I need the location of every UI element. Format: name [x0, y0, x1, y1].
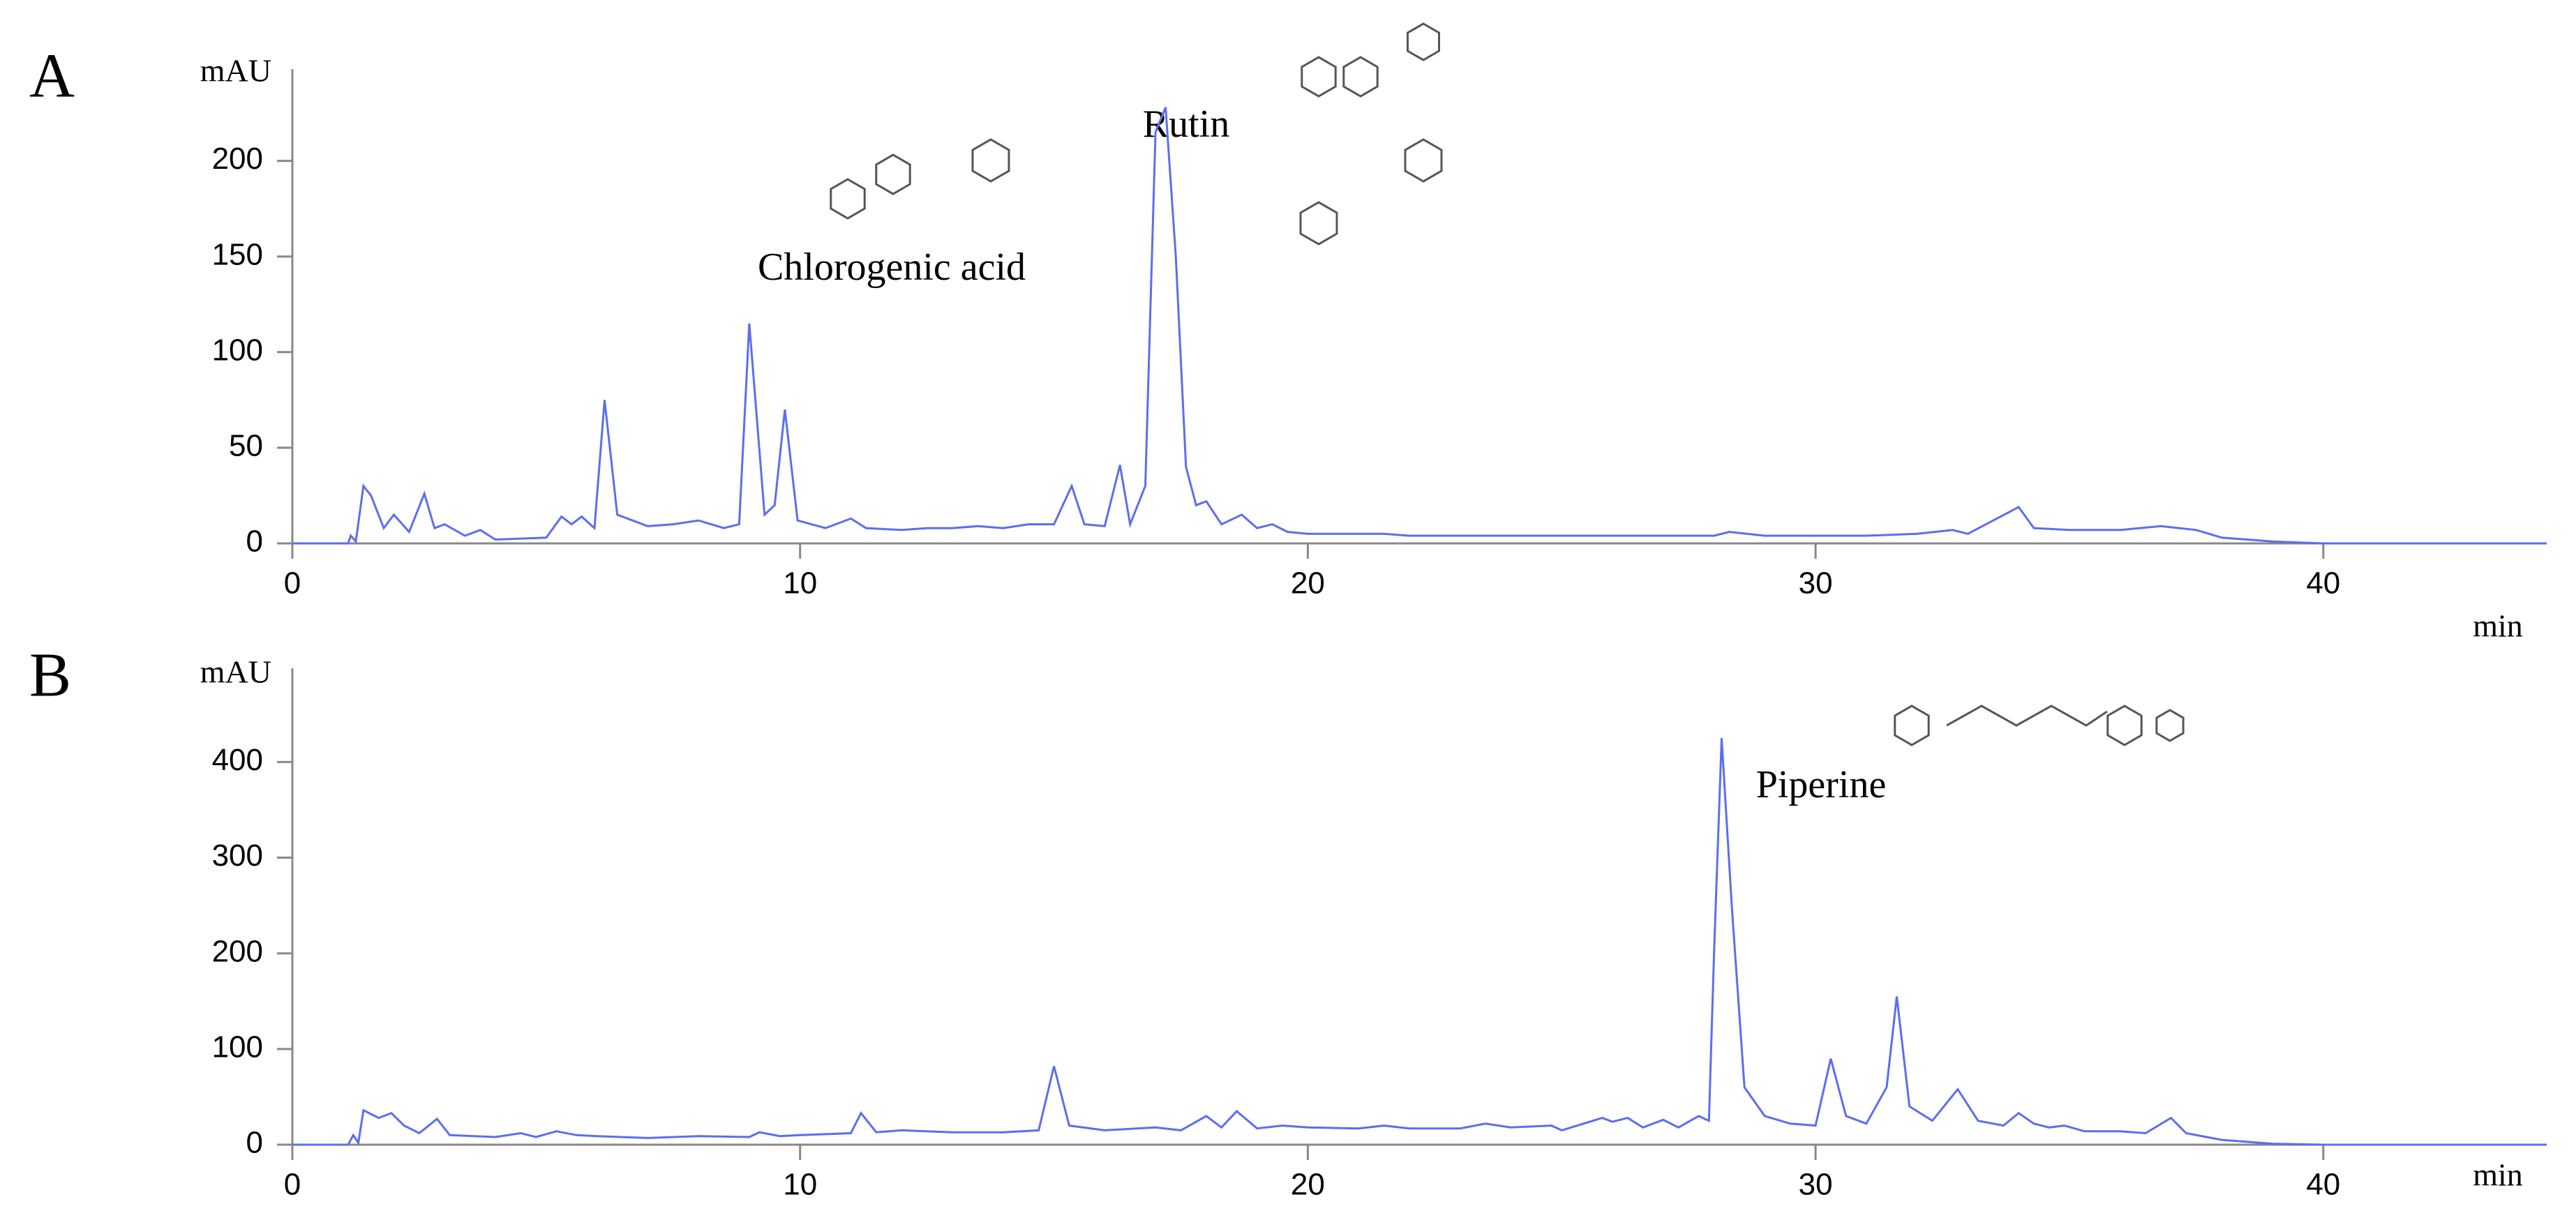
y-axis-label: mAU	[200, 53, 271, 89]
y-axis-label: mAU	[200, 654, 271, 690]
x-tick-label: 20	[1291, 1168, 1325, 1202]
y-tick-label: 200	[212, 934, 263, 968]
molecule-ring	[875, 153, 911, 195]
y-tick-label: 100	[212, 1030, 263, 1064]
chromatogram-line	[292, 738, 2547, 1146]
molecule-ring	[2155, 709, 2185, 742]
molecule-ring	[830, 178, 866, 220]
molecule-ring	[1342, 56, 1379, 98]
x-tick-label: 0	[284, 566, 301, 601]
y-tick-label: 0	[246, 1126, 263, 1160]
molecule-ring	[971, 138, 1010, 183]
panel-label: A	[29, 42, 75, 111]
panel-label: B	[29, 641, 71, 710]
chromatogram-line	[292, 107, 2547, 545]
x-axis-label: min	[2473, 1157, 2523, 1193]
x-tick-label: 10	[783, 566, 817, 601]
molecule-bond	[1946, 705, 2108, 727]
y-tick-label: 200	[212, 142, 263, 176]
y-tick-label: 400	[212, 743, 263, 777]
y-tick-label: 150	[212, 237, 263, 271]
x-axis-label: min	[2473, 608, 2523, 644]
x-tick-label: 0	[284, 1168, 301, 1202]
x-tick-label: 30	[1799, 566, 1833, 601]
x-tick-label: 20	[1291, 566, 1325, 601]
molecule-ring	[1301, 56, 1337, 98]
x-tick-label: 40	[2306, 566, 2340, 601]
x-tick-label: 10	[783, 1168, 817, 1202]
molecule-ring	[1299, 201, 1338, 246]
molecule-ring	[1407, 22, 1440, 61]
y-tick-label: 50	[229, 429, 263, 463]
molecule-ring	[1404, 138, 1443, 183]
y-tick-label: 0	[246, 525, 263, 559]
peak-annotation: Chlorogenic acid	[758, 246, 1026, 289]
y-tick-label: 300	[212, 838, 263, 873]
x-tick-label: 30	[1799, 1168, 1833, 1202]
y-tick-label: 100	[212, 333, 263, 367]
molecule-ring	[1894, 705, 1930, 746]
peak-annotation: Piperine	[1756, 763, 1887, 806]
x-tick-label: 40	[2306, 1168, 2340, 1202]
molecule-ring	[2106, 705, 2143, 746]
peak-annotation: Rutin	[1143, 103, 1229, 146]
